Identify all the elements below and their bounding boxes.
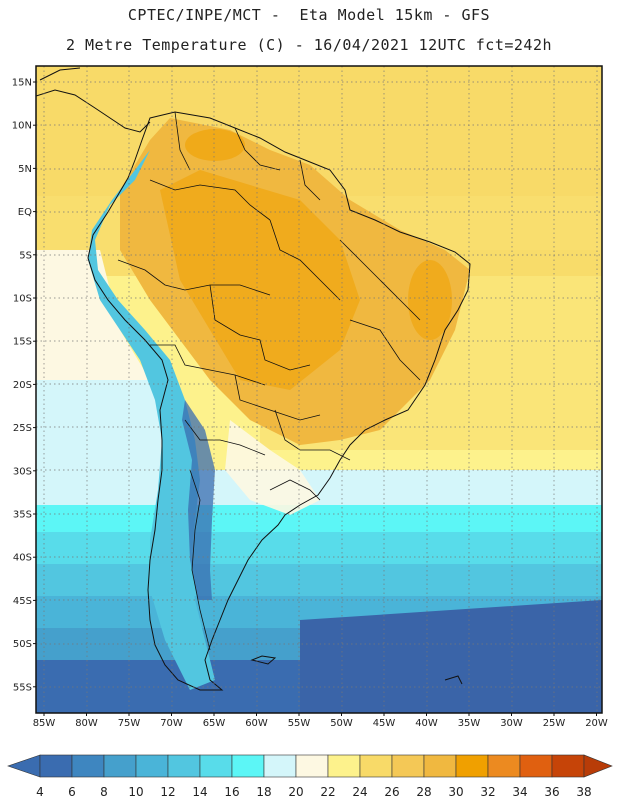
colorbar-swatch xyxy=(391,754,425,778)
lat-label: EQ xyxy=(18,207,32,218)
longitude-labels: 85W 80W 75W 70W 65W 60W 55W 50W 45W 40W 35W 30W 25W 2… xyxy=(33,713,608,729)
colorbar-label: 18 xyxy=(256,785,271,799)
lon-label: 80W xyxy=(75,718,98,729)
temperature-field xyxy=(36,66,602,713)
map-title-field: 2 Metre Temperature (C) - 16/04/2021 12U… xyxy=(65,36,553,54)
field-andes-cold xyxy=(88,150,215,690)
coastlines xyxy=(36,67,471,691)
colorbar-label: 38 xyxy=(576,785,591,799)
colorbar-label: 14 xyxy=(192,785,207,799)
field-band-18 xyxy=(36,470,602,510)
colorbar-label: 16 xyxy=(224,785,239,799)
colorbar-swatch xyxy=(455,754,489,778)
colorbar-swatch xyxy=(519,754,553,778)
lon-label: 45W xyxy=(373,718,396,729)
colorbar-swatch xyxy=(487,754,521,778)
colorbar-swatch xyxy=(327,754,361,778)
lat-label: 10S xyxy=(13,294,32,305)
field-continent-hot xyxy=(160,170,360,390)
colorbar-swatch xyxy=(71,754,105,778)
lat-label: 5N xyxy=(18,164,32,175)
lon-label: 65W xyxy=(203,718,226,729)
field-band-16 xyxy=(36,505,602,535)
field-band-14 xyxy=(36,532,602,567)
central-america-outline xyxy=(36,89,151,133)
falklands-outline xyxy=(250,655,277,665)
lon-label: 50W xyxy=(330,718,353,729)
colorbar-swatch xyxy=(39,754,73,778)
lat-label: 35S xyxy=(13,510,32,521)
colorbar-high-arrow xyxy=(583,754,613,778)
colorbar-swatch xyxy=(231,754,265,778)
colorbar-swatch xyxy=(135,754,169,778)
lon-label: 75W xyxy=(118,718,141,729)
colorbar-label: 36 xyxy=(544,785,559,799)
lat-label: 15S xyxy=(13,337,32,348)
lat-label: 25S xyxy=(13,423,32,434)
latitude-labels: 15N 10N 5N EQ 5S 10S 15S 20S 25S 30S 35S 40S 45S 50S 5… xyxy=(12,78,36,693)
colorbar-label: 4 xyxy=(36,785,44,799)
lat-label: 55S xyxy=(13,682,32,693)
lon-label: 60W xyxy=(245,718,268,729)
colorbar-swatch xyxy=(199,754,233,778)
colorbar-swatch xyxy=(295,754,329,778)
colorbar-label: 28 xyxy=(416,785,431,799)
colorbar-low-arrow xyxy=(7,754,41,778)
lon-label: 85W xyxy=(33,718,56,729)
lat-label: 10N xyxy=(12,121,32,132)
colorbar-label: 22 xyxy=(320,785,335,799)
colorbar-label: 12 xyxy=(160,785,175,799)
map-frame xyxy=(35,65,603,714)
colorbar-label: 26 xyxy=(384,785,399,799)
colorbar-label: 24 xyxy=(352,785,367,799)
colorbar-label: 6 xyxy=(68,785,76,799)
colorbar-swatch xyxy=(263,754,297,778)
colorbar-label: 32 xyxy=(480,785,495,799)
colorbar-label: 20 xyxy=(288,785,303,799)
lat-label: 5S xyxy=(19,250,32,261)
lon-label: 35W xyxy=(458,718,481,729)
colorbar-swatch xyxy=(551,754,585,778)
colorbar-swatch xyxy=(103,754,137,778)
lon-label: 70W xyxy=(160,718,183,729)
south-america-outline xyxy=(87,111,471,691)
lat-label: 30S xyxy=(13,466,32,477)
lon-label: 30W xyxy=(500,718,523,729)
colorbar-label: 30 xyxy=(448,785,463,799)
colorbar-swatch xyxy=(167,754,201,778)
lon-label: 25W xyxy=(543,718,566,729)
colorbar-swatch xyxy=(359,754,393,778)
lon-label: 20W xyxy=(585,718,608,729)
lon-label: 40W xyxy=(415,718,438,729)
colorbar: 4 6 8 10 12 14 16 18 20 22 24 26 28 30 32 34 36 38 xyxy=(7,754,613,799)
map-title-model: CPTEC/INPE/MCT - Eta Model 15km - GFS xyxy=(127,6,491,24)
lat-label: 15N xyxy=(12,78,32,89)
colorbar-label: 8 xyxy=(100,785,108,799)
lat-label: 45S xyxy=(13,596,32,607)
country-borders xyxy=(117,111,421,651)
colorbar-label: 10 xyxy=(128,785,143,799)
lat-label: 20S xyxy=(13,380,32,391)
field-band-12 xyxy=(36,564,602,599)
colorbar-swatch xyxy=(423,754,457,778)
lat-label: 50S xyxy=(13,639,32,650)
lat-label: 40S xyxy=(13,553,32,564)
lon-label: 55W xyxy=(288,718,311,729)
colorbar-label: 34 xyxy=(512,785,527,799)
